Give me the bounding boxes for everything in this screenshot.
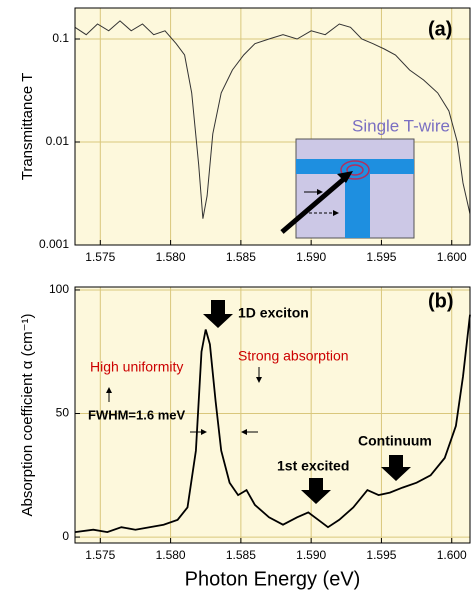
x-axis-label: Photon Energy (eV) — [185, 568, 361, 590]
annotation: 1D exciton — [238, 305, 309, 321]
annotation: Strong absorption — [238, 348, 349, 364]
x-tick-label: 1.580 — [156, 548, 186, 562]
y-tick-label: 0.1 — [52, 31, 69, 45]
annotation: (b) — [428, 290, 454, 312]
y-tick-label: 100 — [49, 282, 69, 296]
data-line — [74, 314, 471, 534]
y-axis-label: Transmittance T — [19, 73, 36, 181]
y-axis-label: Absorption coefficient α (cm⁻¹) — [19, 313, 36, 516]
plot-frame — [74, 7, 471, 246]
annotation-arrows — [106, 300, 411, 504]
x-tick-label: 1.575 — [85, 250, 115, 264]
x-tick-label: 1.590 — [296, 250, 326, 264]
annotation: High uniformity — [90, 359, 183, 375]
annotation: Single T-wire — [352, 116, 450, 135]
y-tick-label: 0 — [62, 529, 69, 543]
data-line — [74, 20, 471, 219]
y-tick-label: 0.001 — [39, 237, 69, 251]
annotation: FWHM=1.6 meV — [88, 407, 185, 422]
x-tick-label: 1.575 — [85, 548, 115, 562]
inset-diagram — [280, 138, 415, 239]
y-tick-label: 0.01 — [46, 134, 70, 148]
x-tick-label: 1.600 — [437, 250, 467, 264]
x-tick-label: 1.585 — [226, 548, 256, 562]
plot-area — [75, 287, 470, 543]
x-tick-label: 1.600 — [437, 548, 467, 562]
plot-frame — [74, 286, 471, 544]
x-tick-label: 1.595 — [366, 548, 396, 562]
x-tick-label: 1.580 — [156, 250, 186, 264]
x-tick-label: 1.585 — [226, 250, 256, 264]
annotation: Continuum — [358, 433, 432, 449]
annotation: (a) — [428, 18, 452, 40]
x-tick-label: 1.590 — [296, 548, 326, 562]
x-tick-label: 1.595 — [366, 250, 396, 264]
annotation: 1st excited — [277, 458, 349, 474]
y-tick-label: 50 — [56, 406, 70, 420]
